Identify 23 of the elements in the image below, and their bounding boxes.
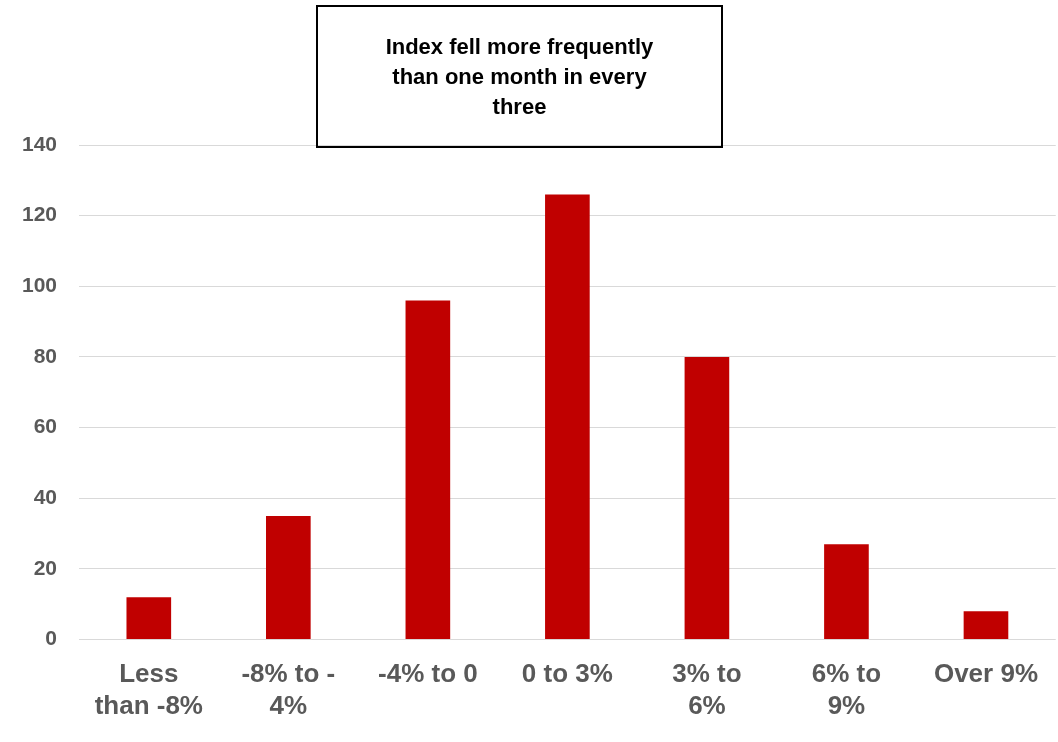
- x-tick-label: -8% to -4%: [241, 658, 336, 720]
- bar: [266, 515, 311, 640]
- bar: [126, 597, 172, 640]
- bar: [405, 300, 451, 640]
- x-tick-label: Less than -8%: [94, 658, 203, 720]
- bar: [545, 194, 590, 640]
- y-tick-label: 60: [33, 414, 58, 438]
- bar: [824, 544, 869, 640]
- x-tick-label: 0 to 3%: [521, 658, 613, 689]
- x-tick-label: 3% to 6%: [672, 658, 742, 720]
- y-tick-label: 40: [33, 485, 58, 509]
- y-tick-label: 0: [45, 626, 58, 650]
- x-tick-label: 6% to 9%: [811, 658, 882, 720]
- chart-title: Index fell more frequently than one month in every three: [316, 5, 723, 148]
- y-tick-label: 20: [33, 555, 58, 579]
- y-tick-label: 100: [21, 273, 58, 297]
- y-tick-label: 140: [21, 131, 58, 155]
- bar: [684, 356, 730, 640]
- y-tick-label: 120: [21, 202, 58, 226]
- x-tick-label: Over 9%: [933, 658, 1039, 689]
- x-tick-label: -4% to 0: [378, 658, 478, 689]
- y-tick-label: 80: [33, 343, 58, 367]
- bar: [963, 611, 1009, 640]
